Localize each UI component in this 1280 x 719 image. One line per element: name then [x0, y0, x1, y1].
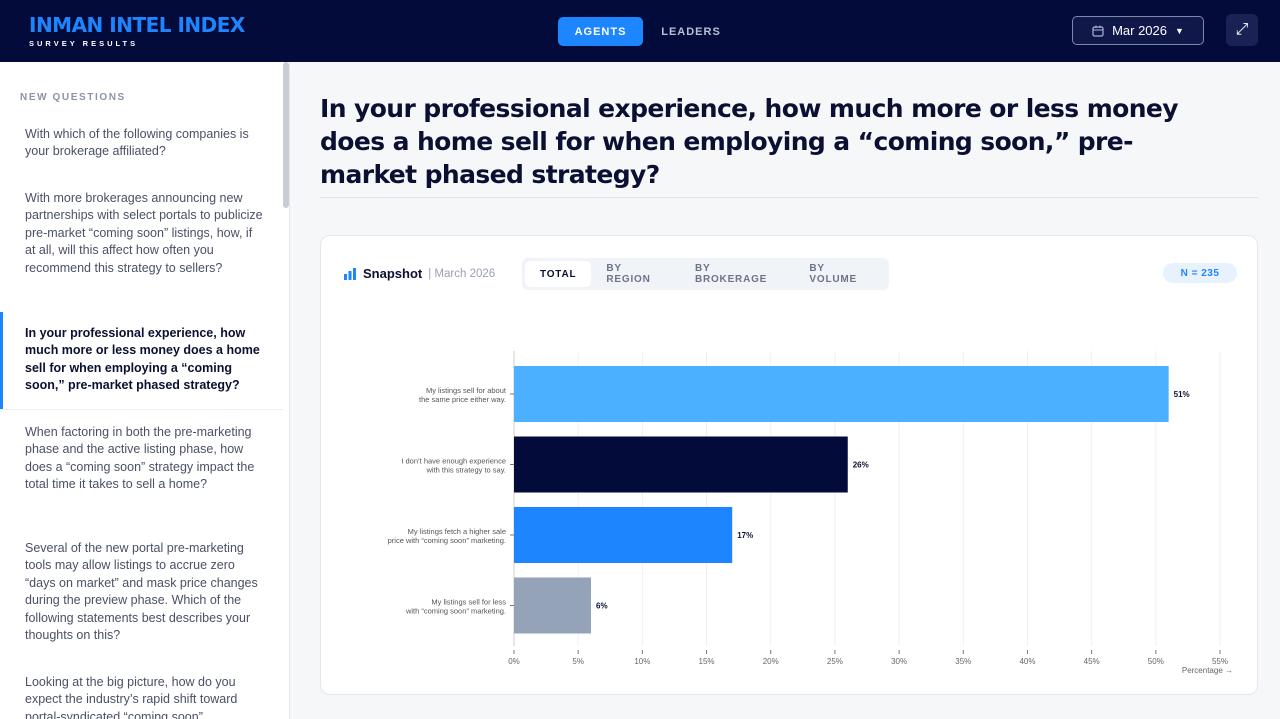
tab-by-region[interactable]: BY REGION: [606, 263, 651, 285]
sidebar-question[interactable]: With which of the following companies is…: [25, 127, 249, 159]
x-tick-label: 30%: [891, 657, 907, 666]
x-tick-label: 45%: [1084, 657, 1100, 666]
bar: [514, 366, 1169, 422]
category-label: My listings fetch a higher sale price wit…: [388, 527, 506, 545]
x-tick-label: 10%: [634, 657, 650, 666]
bar-chart-icon: [344, 267, 356, 280]
data-label: 51%: [1174, 390, 1190, 399]
category-label: My listings sell for less with “coming so…: [405, 598, 506, 616]
sidebar: NEW QUESTIONS With which of the followin…: [0, 62, 290, 719]
tab-by-brokerage[interactable]: BY BROKERAGE: [694, 263, 768, 285]
x-tick-label: 50%: [1148, 657, 1164, 666]
chart-card: Snapshot | March 2026 TOTAL BY REGION BY…: [320, 235, 1258, 695]
page-title: In your professional experience, how muc…: [320, 94, 1179, 189]
bar: [514, 507, 733, 563]
top-header: INMAN INTEL INDEX SURVEY RESULTS AGENTS …: [0, 0, 1280, 62]
bar-chart: 0% 5% 10% 15% 20% 25% 30% 35% 40% 45% 50% 55%Percen…: [388, 351, 1233, 675]
x-tick-label: 55%: [1212, 657, 1228, 666]
sidebar-scrollbar[interactable]: [283, 62, 289, 208]
calendar-icon: [1092, 25, 1104, 37]
tab-total[interactable]: TOTAL: [525, 261, 592, 287]
sidebar-question[interactable]: Looking at the big picture, how do you e…: [25, 675, 238, 719]
tab-leaders[interactable]: LEADERS: [661, 25, 721, 38]
bar: [514, 577, 592, 634]
date-value: Mar 2026: [1112, 23, 1167, 38]
tab-agents[interactable]: AGENTS: [558, 17, 643, 46]
sidebar-question[interactable]: Several of the new portal pre-marketing …: [25, 541, 258, 643]
logo[interactable]: INMAN INTEL INDEX: [29, 13, 245, 37]
category-label: My listings sell for about the same price…: [419, 386, 507, 404]
sidebar-question-active[interactable]: In your professional experience, how muc…: [0, 312, 283, 409]
chevron-down-icon: ▼: [1175, 25, 1184, 36]
category-label: I don’t have enough experience with this …: [401, 457, 506, 475]
logo-subtitle: SURVEY RESULTS: [29, 39, 139, 48]
x-tick-label: 5%: [572, 657, 584, 666]
sidebar-heading: NEW QUESTIONS: [20, 92, 126, 103]
sidebar-question[interactable]: When factoring in both the pre-marketing…: [25, 425, 255, 492]
divider: [320, 197, 1258, 198]
data-label: 17%: [737, 531, 753, 540]
sidebar-question[interactable]: With more brokerages announcing new part…: [25, 191, 263, 275]
x-tick-label: 0%: [508, 657, 520, 666]
card-label: Snapshot: [363, 266, 423, 281]
x-tick-label: 35%: [955, 657, 971, 666]
data-label: 26%: [853, 461, 869, 470]
date-dropdown[interactable]: Mar 2026 ▼: [1072, 16, 1204, 45]
card-date: | March 2026: [428, 267, 496, 280]
x-axis-label: Percentage →: [1182, 666, 1233, 675]
expand-button[interactable]: ⤢: [1226, 14, 1258, 46]
x-tick-label: 40%: [1019, 657, 1035, 666]
breakdown-tabs: TOTAL BY REGION BY BROKERAGE BY VOLUME: [522, 258, 889, 290]
data-label: 6%: [596, 602, 608, 611]
expand-icon: ⤢: [1235, 21, 1249, 38]
x-tick-label: 20%: [763, 657, 779, 666]
bar: [514, 436, 848, 493]
x-tick-label: 15%: [699, 657, 715, 666]
sample-size-badge: N = 235: [1163, 263, 1237, 283]
tab-by-volume[interactable]: BY VOLUME: [809, 263, 857, 285]
x-tick-label: 25%: [827, 657, 843, 666]
